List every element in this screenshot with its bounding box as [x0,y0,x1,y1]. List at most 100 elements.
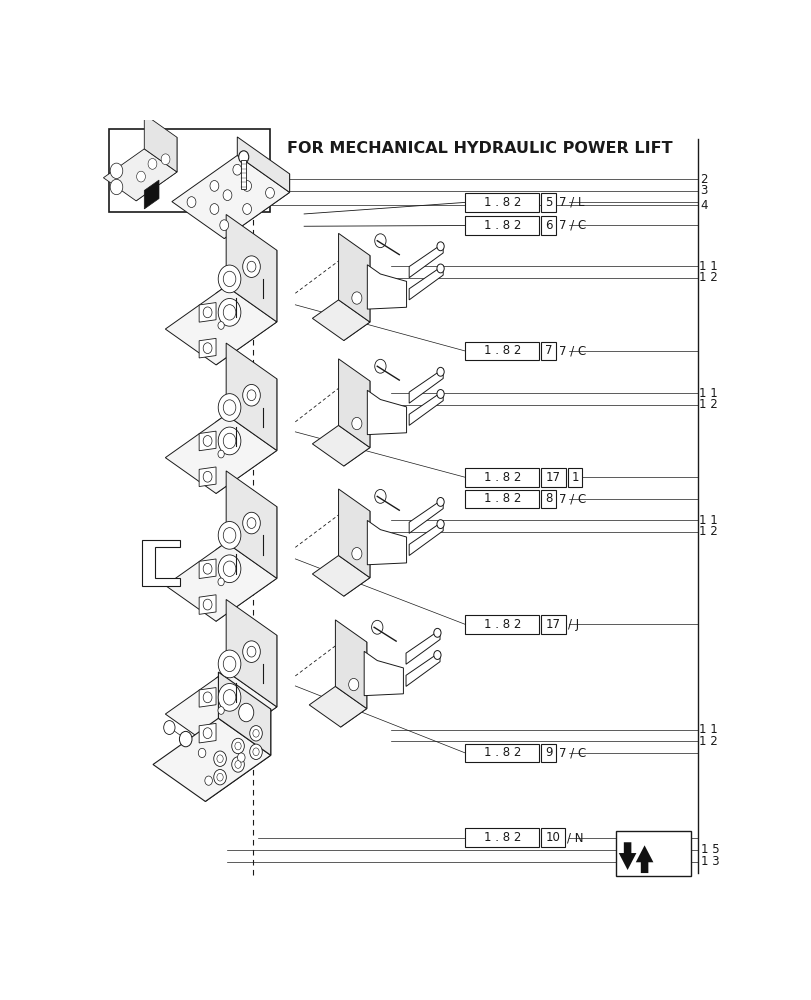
Text: / J: / J [568,618,579,631]
Polygon shape [226,343,277,450]
Text: 7 / C: 7 / C [558,746,586,759]
Circle shape [371,620,383,634]
Polygon shape [172,155,290,239]
Text: 7: 7 [544,344,551,358]
Polygon shape [199,431,216,451]
Polygon shape [205,709,270,801]
Text: 1 . 8 2: 1 . 8 2 [483,492,521,505]
Circle shape [436,390,444,398]
Text: 17: 17 [545,471,560,484]
Circle shape [187,197,195,207]
Polygon shape [199,688,216,707]
Circle shape [234,742,241,750]
Polygon shape [165,286,277,365]
Circle shape [217,773,223,781]
Bar [109,129,269,212]
Circle shape [148,158,157,169]
FancyBboxPatch shape [465,828,539,847]
Circle shape [433,628,440,637]
FancyBboxPatch shape [465,193,539,212]
Circle shape [179,731,191,747]
Circle shape [110,163,122,179]
Circle shape [265,187,274,198]
Circle shape [218,265,241,293]
FancyBboxPatch shape [540,193,556,212]
Polygon shape [165,671,277,750]
Polygon shape [335,620,367,709]
Polygon shape [144,114,177,172]
FancyBboxPatch shape [540,490,556,508]
Text: 1: 1 [571,471,578,484]
Circle shape [252,729,259,737]
Circle shape [231,757,244,772]
Circle shape [198,748,205,758]
Polygon shape [409,499,443,533]
Circle shape [204,776,212,785]
Circle shape [375,359,385,373]
Circle shape [223,400,235,415]
Circle shape [247,261,255,272]
Text: 1 2: 1 2 [698,271,717,284]
Polygon shape [165,415,277,493]
Circle shape [247,518,255,528]
Text: 10: 10 [545,831,560,844]
Polygon shape [199,559,216,579]
Text: 1 3: 1 3 [700,855,719,868]
Polygon shape [199,338,216,358]
Text: / N: / N [566,831,583,844]
Circle shape [250,726,262,741]
Circle shape [247,646,255,657]
Circle shape [223,433,235,449]
FancyBboxPatch shape [540,468,565,487]
Circle shape [218,683,241,711]
Polygon shape [338,359,370,448]
Circle shape [242,256,260,277]
FancyBboxPatch shape [540,828,564,847]
Text: 4: 4 [700,199,707,212]
Circle shape [375,234,385,248]
Polygon shape [309,686,367,727]
Polygon shape [199,723,216,743]
Circle shape [218,394,241,421]
Circle shape [217,578,224,586]
Circle shape [218,521,241,549]
Circle shape [217,755,223,763]
Circle shape [242,181,251,191]
Polygon shape [367,390,406,435]
Circle shape [238,753,245,762]
Circle shape [223,271,235,287]
Circle shape [218,298,241,326]
FancyBboxPatch shape [465,490,539,508]
Circle shape [433,651,440,659]
Polygon shape [142,540,180,586]
Circle shape [223,561,235,576]
Text: 1 . 8 2: 1 . 8 2 [483,344,521,358]
Text: 7 / L: 7 / L [558,196,584,209]
Polygon shape [343,381,370,466]
Text: 1 1: 1 1 [698,387,717,400]
Circle shape [242,512,260,534]
Circle shape [242,384,260,406]
Polygon shape [312,556,370,596]
Polygon shape [199,303,216,322]
Circle shape [203,692,212,703]
FancyBboxPatch shape [241,160,246,189]
Circle shape [375,489,385,503]
Circle shape [250,744,262,759]
Polygon shape [237,137,290,192]
Circle shape [223,690,235,705]
Polygon shape [165,542,277,621]
Polygon shape [199,467,216,487]
Circle shape [242,641,260,662]
Circle shape [223,190,232,201]
Circle shape [203,728,212,739]
Text: 1 2: 1 2 [698,735,717,748]
FancyBboxPatch shape [540,342,556,360]
Circle shape [218,427,241,455]
Circle shape [203,471,212,482]
Circle shape [351,548,362,560]
Circle shape [136,171,145,182]
Text: 7 / C: 7 / C [558,219,586,232]
Text: 1 5: 1 5 [700,843,719,856]
Circle shape [231,738,244,754]
